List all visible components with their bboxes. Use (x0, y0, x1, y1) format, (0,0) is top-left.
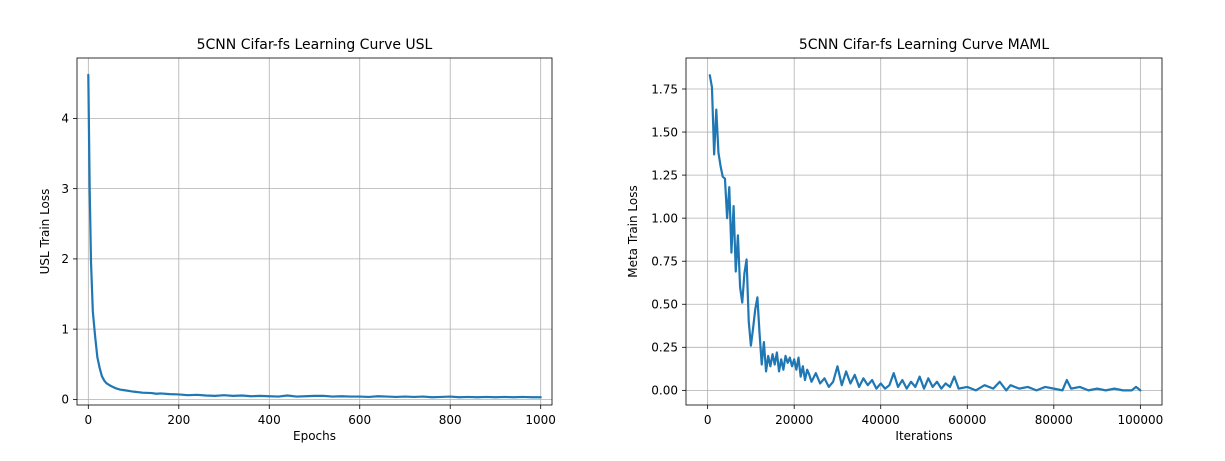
usl-grid (77, 58, 552, 405)
usl-x-axis-label: Epochs (293, 429, 336, 443)
maml-axes (685, 57, 1163, 406)
maml-plot-frame (685, 57, 1163, 406)
usl-y-tick-label: 3 (61, 182, 69, 196)
maml-x-ticks: 0 20000 40000 60000 80000 100000 (704, 405, 1163, 427)
maml-x-tick-label: 100000 (1117, 413, 1163, 427)
maml-series-layer (708, 74, 1142, 392)
maml-loss-series-line (708, 74, 1142, 392)
usl-x-tick-label: 1000 (525, 413, 556, 427)
usl-x-tick-label: 600 (348, 413, 371, 427)
maml-chart-title: 5CNN Cifar-fs Learning Curve MAML (799, 37, 1050, 53)
maml-x-tick-label: 40000 (862, 413, 900, 427)
usl-x-ticks: 0 200 400 600 800 1000 (84, 405, 556, 427)
usl-y-tick-label: 1 (61, 322, 69, 336)
usl-x-tick-label: 400 (258, 413, 281, 427)
maml-y-tick-label: 0.50 (651, 298, 678, 312)
usl-y-tick-label: 4 (61, 112, 69, 126)
maml-y-tick-label: 0.00 (651, 384, 678, 398)
usl-series-layer (87, 73, 542, 399)
maml-y-tick-label: 1.00 (651, 211, 678, 225)
usl-y-ticks: 0 1 2 3 4 (61, 112, 77, 407)
usl-plot-frame (76, 57, 553, 406)
maml-y-ticks: 0.00 0.25 0.50 0.75 1.00 1.25 1.50 1.75 (651, 82, 686, 398)
usl-x-tick-label: 200 (167, 413, 190, 427)
usl-learning-curve-chart: 5CNN Cifar-fs Learning Curve USL 0 200 400… (38, 37, 556, 443)
usl-y-tick-label: 2 (61, 252, 69, 266)
usl-x-tick-label: 0 (84, 413, 92, 427)
maml-x-tick-label: 0 (704, 413, 712, 427)
maml-y-tick-label: 1.75 (651, 82, 678, 96)
usl-chart-title: 5CNN Cifar-fs Learning Curve USL (197, 37, 433, 53)
usl-y-tick-label: 0 (61, 393, 69, 407)
maml-y-axis-label: Meta Train Loss (626, 185, 640, 278)
maml-grid (686, 58, 1162, 405)
maml-x-tick-label: 20000 (775, 413, 813, 427)
maml-y-tick-label: 0.75 (651, 255, 678, 269)
maml-x-axis-label: Iterations (895, 429, 952, 443)
maml-y-tick-label: 1.25 (651, 168, 678, 182)
usl-y-axis-label: USL Train Loss (38, 189, 52, 275)
maml-x-tick-label: 80000 (1035, 413, 1073, 427)
maml-learning-curve-chart: 5CNN Cifar-fs Learning Curve MAML 0 20000… (626, 37, 1163, 443)
maml-x-tick-label: 60000 (948, 413, 986, 427)
usl-x-tick-label: 800 (439, 413, 462, 427)
usl-axes (76, 57, 553, 406)
maml-y-tick-label: 0.25 (651, 341, 678, 355)
maml-y-tick-label: 1.50 (651, 125, 678, 139)
usl-loss-series-line (87, 73, 542, 399)
